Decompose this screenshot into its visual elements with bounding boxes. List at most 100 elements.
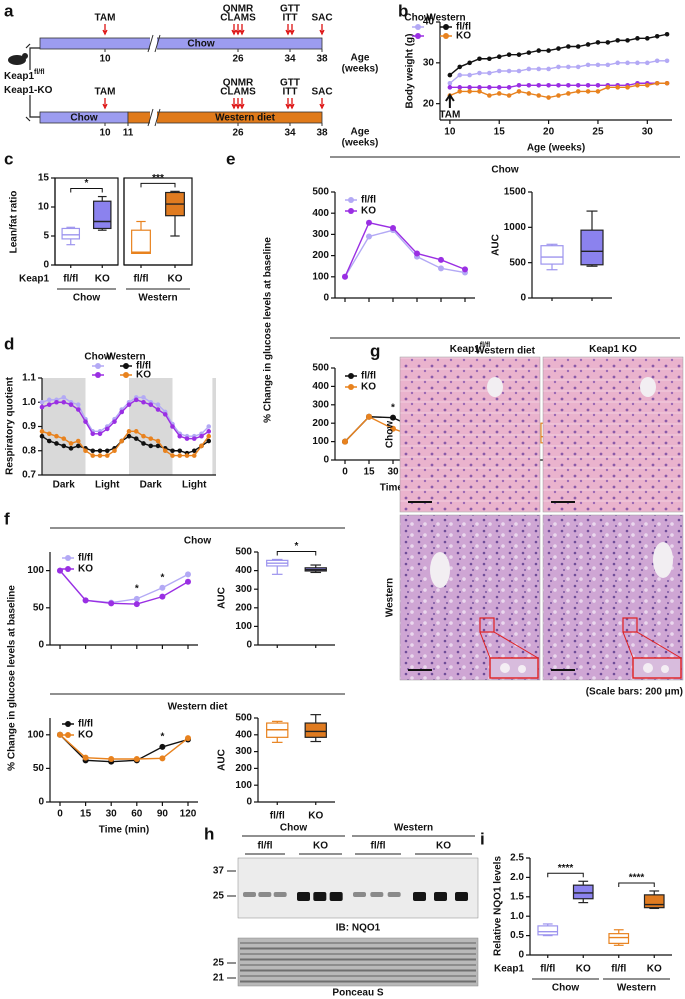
group-label: Western: [394, 823, 433, 834]
data-point: [104, 448, 110, 454]
data-point: [133, 429, 139, 434]
age-tick-label: 26: [232, 54, 244, 65]
section-title: Chow: [491, 165, 518, 176]
data-point: [159, 755, 166, 762]
data-point: [191, 436, 197, 441]
significance-label: ****: [629, 873, 645, 884]
data-point: [97, 448, 103, 454]
y-tick-label: 300: [235, 746, 252, 757]
vessel: [430, 552, 450, 588]
event-label: ITT: [283, 87, 298, 98]
event-label: CLAMS: [220, 13, 256, 24]
y-tick-label: 200: [312, 250, 329, 261]
data-point: [185, 578, 191, 585]
data-point: [635, 36, 640, 41]
data-point: [57, 731, 63, 738]
data-point: [506, 52, 512, 57]
zoom-connector: [479, 631, 539, 659]
y-tick-label: 0: [246, 640, 252, 651]
significance-label: *: [135, 584, 139, 595]
bracket: [25, 43, 40, 122]
box: [92, 200, 112, 230]
panel-letter: a: [4, 1, 14, 20]
data-point: [141, 441, 146, 446]
data-point: [159, 584, 166, 591]
age-tick-label: 11: [123, 128, 134, 139]
age-tick-label: 38: [316, 54, 328, 65]
data-point: [457, 64, 463, 70]
axis-break: [147, 108, 161, 127]
data-point: [536, 93, 542, 98]
y-tick-label: 1.0: [510, 911, 524, 922]
data-point: [342, 438, 348, 445]
box: [572, 884, 594, 900]
panel-letter: g: [370, 341, 380, 360]
zoom-inset: [489, 657, 539, 679]
data-point: [556, 46, 561, 51]
section-title: Western diet: [475, 346, 535, 357]
data-point: [635, 82, 640, 88]
x-tick-label: KO: [168, 274, 183, 285]
blot-label: Ponceau S: [332, 988, 383, 999]
data-point: [390, 414, 396, 421]
data-point: [462, 266, 468, 273]
data-point: [526, 50, 532, 55]
y-tick-label: 100: [27, 565, 44, 576]
panel-letter: h: [204, 824, 214, 843]
data-point: [68, 441, 74, 446]
significance-bracket: [140, 182, 176, 188]
data-point: [546, 66, 551, 72]
y-tick-label: 100: [312, 436, 329, 447]
diet-bar: [39, 37, 323, 50]
data-point: [75, 402, 81, 407]
data-point: [83, 419, 88, 424]
y-tick-label: 50: [33, 602, 45, 613]
event-arrow: [319, 98, 325, 110]
blot-image: [237, 937, 479, 987]
legend-label: KO: [361, 206, 376, 217]
x-tick-label: 15: [80, 809, 92, 820]
data-point: [46, 402, 52, 407]
data-point: [206, 424, 212, 429]
box: [537, 925, 559, 936]
x-tick-label: 20: [543, 127, 555, 138]
x-tick-label: 60: [131, 809, 143, 820]
column-header: Keap1 KO: [589, 344, 637, 355]
group-label: Chow: [552, 983, 579, 994]
legend-label: fl/fl: [361, 195, 376, 206]
legend-marker: [65, 555, 71, 561]
event-arrow: [235, 24, 241, 36]
significance-bracket: [276, 550, 317, 556]
histology-image: [399, 356, 541, 513]
data-point: [148, 436, 154, 441]
data-point: [556, 93, 561, 98]
y-tick-label: 500: [509, 257, 526, 268]
row-label: Keap1: [494, 964, 524, 975]
data-point: [516, 82, 522, 88]
y-axis-label: % Change in glucose levels at baseline: [7, 585, 18, 771]
y-axis-label: AUC: [217, 587, 228, 609]
data-point: [654, 33, 660, 39]
data-point: [566, 91, 571, 96]
data-point: [133, 436, 139, 441]
series-line: [59, 570, 189, 604]
data-point: [97, 431, 103, 437]
panel-letter: d: [4, 334, 14, 353]
zoom-region: [622, 617, 638, 633]
legend-label: KO: [456, 31, 471, 42]
mouse-label: Keap1-KO: [4, 85, 53, 96]
y-tick-label: 50: [33, 763, 45, 774]
data-point: [487, 85, 492, 90]
data-point: [185, 571, 191, 578]
data-point: [39, 429, 45, 434]
data-point: [159, 743, 166, 750]
data-point: [556, 82, 561, 88]
legend-label: fl/fl: [78, 719, 93, 730]
x-tick-label: 30: [106, 809, 118, 820]
x-tick-label: fl/fl: [540, 964, 555, 975]
event-arrow: [289, 24, 295, 36]
data-point: [133, 397, 139, 403]
age-tick-label: 26: [232, 128, 244, 139]
data-point: [75, 407, 81, 412]
data-point: [615, 60, 621, 66]
